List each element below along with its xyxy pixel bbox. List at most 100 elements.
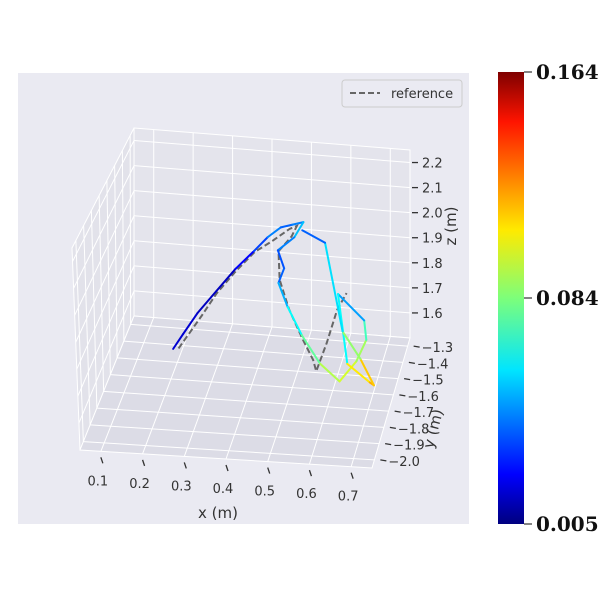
grid-line-y <box>129 135 132 325</box>
trajectory-segment <box>293 221 305 239</box>
grid-line-z <box>72 140 135 262</box>
trajectory-segment <box>215 267 237 292</box>
grid-line-z <box>133 190 411 214</box>
x-tick-label: 0.5 <box>254 485 275 500</box>
z-axis-label: z (m) <box>442 207 460 246</box>
trajectory-segment <box>359 357 375 387</box>
grid-line-y <box>117 357 399 380</box>
grid-line-z <box>78 290 135 424</box>
legend: reference <box>341 79 463 108</box>
grid-line-x <box>142 320 194 455</box>
y-tick-label: −1.3 <box>422 341 454 356</box>
axis-ticks: 0.1 0.2 0.3 0.4 0.5 0.6 0.7−2.0−1.9−1.8−1.7−1.… <box>88 157 454 505</box>
x-axis-label: x (m) <box>198 504 238 522</box>
grid-line-y <box>90 424 380 445</box>
y-tick-label: −1.5 <box>412 374 444 389</box>
y-tick-mark <box>413 345 420 348</box>
grid-line-z <box>133 290 411 314</box>
grid-line-z <box>73 165 135 289</box>
grid-line-x <box>183 323 234 457</box>
trajectory-segment <box>196 289 218 315</box>
z-tick-label: 2.1 <box>422 182 443 197</box>
trajectory-segment <box>276 249 286 270</box>
x-tick-label: 0.7 <box>338 490 359 505</box>
trajectory-segment <box>252 236 269 253</box>
grid-line-z <box>77 265 135 397</box>
y-tick-mark <box>385 442 392 446</box>
z-tick-label: 1.7 <box>422 282 443 297</box>
x-tick-label: 0.4 <box>213 482 234 497</box>
grid-line-x <box>350 336 391 467</box>
grid-line-y <box>114 165 118 358</box>
grid-line-y <box>83 225 91 425</box>
trajectory-segment <box>276 236 296 252</box>
x-tick-mark <box>183 462 187 469</box>
trajectory-segment <box>300 334 322 365</box>
x-tick-label: 0.2 <box>129 477 150 492</box>
trajectory-segment <box>355 338 368 363</box>
grid-line-x <box>100 317 155 452</box>
grid-line-y <box>103 390 389 412</box>
grid-line-y <box>96 407 384 428</box>
grid-line-y <box>98 195 105 392</box>
legend-reference-label: reference <box>391 87 453 102</box>
trajectory-segment <box>286 306 303 337</box>
grid-line-z <box>133 140 411 164</box>
colorbar-label-mid: 0.084 <box>536 286 599 310</box>
y-tick-mark <box>380 459 387 462</box>
y-tick-label: −2.0 <box>388 455 420 470</box>
trajectory-segment <box>234 250 255 270</box>
trajectory-segment <box>291 221 305 226</box>
z-tick-label: 2.2 <box>422 157 443 172</box>
y-tick-mark <box>389 426 396 430</box>
legend-box <box>341 79 463 108</box>
trajectory-segment <box>346 362 371 384</box>
trajectory-segment <box>277 267 286 284</box>
y-tick-mark <box>404 377 411 381</box>
x-tick-mark <box>267 467 271 474</box>
trajectory-segment <box>338 360 358 383</box>
reference-line <box>177 224 348 375</box>
x-tick-label: 0.1 <box>88 474 109 489</box>
estimated-trajectory <box>172 221 375 387</box>
z-tick-label: 1.9 <box>422 232 443 247</box>
grid-line-z <box>74 190 135 316</box>
x-tick-mark <box>350 472 354 479</box>
trajectory-segment <box>301 229 327 244</box>
grid-lines <box>72 129 411 467</box>
x-tick-mark <box>100 457 104 464</box>
trajectory-segment <box>363 319 368 341</box>
grid-line-y <box>110 374 394 396</box>
trajectory-segment <box>324 241 344 333</box>
x-tick-mark <box>141 459 146 467</box>
floor-pane <box>79 315 411 469</box>
grid-line-y <box>123 340 403 363</box>
y-tick-mark <box>408 361 415 365</box>
trajectory-segment <box>337 293 366 322</box>
colorbar-label-min: 0.005 <box>536 512 599 536</box>
grid-line-y <box>130 323 408 347</box>
grid-line-z <box>76 240 135 370</box>
y-tick-label: −1.6 <box>407 390 439 405</box>
trajectory-segment <box>279 223 294 229</box>
colorbar-label-max: 0.164 <box>536 60 599 84</box>
grid-line-y <box>75 240 84 442</box>
trajectory-segment <box>266 226 282 239</box>
trajectory-segment <box>181 312 199 336</box>
grid-line-z <box>75 215 135 343</box>
z-tick-label: 1.8 <box>422 257 443 272</box>
grid-line-z <box>133 165 411 189</box>
grid-line-y <box>106 180 111 375</box>
x-tick-mark <box>308 469 313 477</box>
grid-line-z <box>133 215 411 239</box>
y-tick-label: −1.7 <box>403 406 435 421</box>
grid-line-z <box>133 240 411 264</box>
grid-line-y <box>83 441 375 461</box>
y-tick-label: −1.9 <box>393 439 425 454</box>
grid-line-x <box>308 333 352 465</box>
trajectory-segment <box>341 330 362 360</box>
trajectory-segment <box>277 281 289 309</box>
x-tick-label: 0.3 <box>171 479 192 494</box>
y-tick-mark <box>399 394 406 397</box>
